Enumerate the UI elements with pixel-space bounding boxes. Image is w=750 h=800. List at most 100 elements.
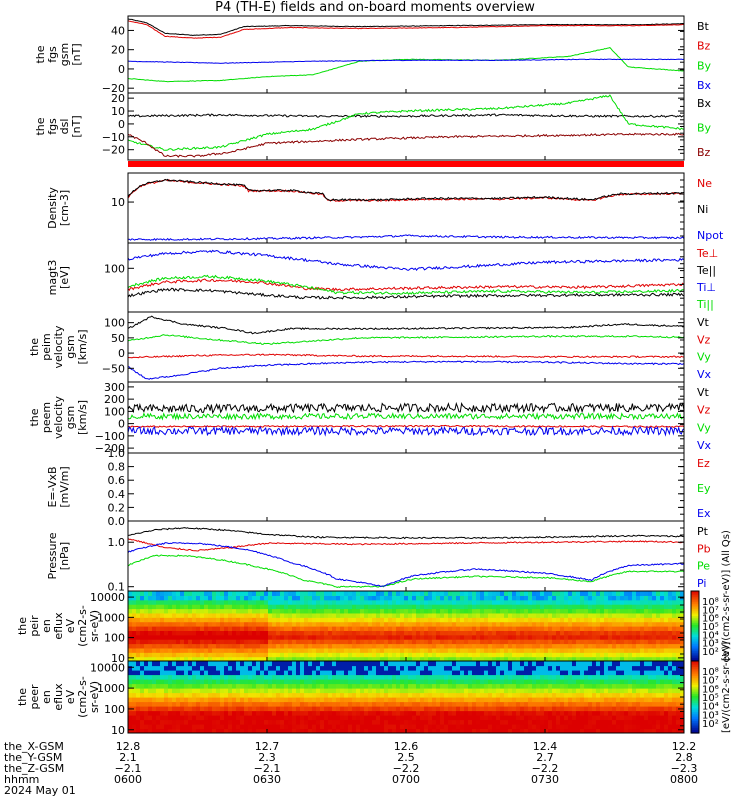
- series-line-Npot: [128, 234, 684, 241]
- legend-label: Bz: [697, 146, 711, 159]
- x-tick-label: 2.8: [675, 751, 693, 764]
- series-line-Bx: [128, 58, 684, 64]
- panel-frame: [127, 172, 685, 244]
- y-tick-label: 0.1: [108, 581, 126, 594]
- legend-label: Ey: [697, 482, 711, 495]
- series-line-Vy: [128, 334, 684, 345]
- y-axis-label: (cm2-s-: [76, 605, 89, 647]
- x-tick-label: 0730: [531, 773, 559, 786]
- y-axis-label: gsm: [64, 406, 77, 429]
- legend-label: Ni: [697, 203, 708, 216]
- colorbar-tick-label: 10⁵: [702, 622, 719, 633]
- panel-peim-velocity: Vt Vz Vy Vx 100 50 0 −50 the peim velocity gsm [km/s…: [28, 311, 712, 383]
- panel-frame: [127, 92, 685, 161]
- legend-label: By: [697, 59, 712, 72]
- legend-label: Vt: [697, 316, 710, 329]
- y-axis-label: the: [34, 117, 47, 135]
- x-tick-label: 12.7: [255, 740, 280, 753]
- legend-label: Bx: [697, 79, 712, 92]
- colorbar-tick-label: 10⁸: [702, 597, 719, 608]
- y-tick-label: 10: [111, 652, 125, 665]
- x-tick-label: 12.6: [394, 740, 419, 753]
- series-line-Ti⊥: [128, 249, 684, 272]
- y-tick-label: 100: [104, 262, 125, 275]
- legend-label: Ex: [697, 507, 711, 520]
- series-line-Vz: [128, 353, 684, 359]
- legend-label: Bz: [697, 40, 711, 53]
- y-tick-label: 0.0: [108, 515, 126, 528]
- series-line-Pi: [128, 542, 684, 588]
- x-tick-label: 12.8: [116, 740, 141, 753]
- legend-label: Ti⊥: [696, 281, 716, 294]
- y-axis-label: sr-eV): [88, 681, 101, 713]
- y-axis-label: [eV]: [58, 266, 71, 289]
- legend-label: Pe: [697, 560, 710, 573]
- y-axis-label: [nT]: [70, 115, 83, 137]
- colorbar-label: [eV/(cm2-s-sr-eV)]: [721, 642, 732, 733]
- y-tick-label: 1.0: [108, 536, 126, 549]
- colorbar-tick-label: 10³: [702, 710, 719, 721]
- y-axis-label: eV: [64, 689, 77, 704]
- x-tick-label: 2.5: [397, 751, 415, 764]
- legend-label: Vz: [697, 333, 711, 346]
- y-tick-label: 0.2: [108, 501, 126, 514]
- y-axis-label: eflux: [52, 612, 65, 640]
- y-axis-label: Density: [46, 187, 59, 229]
- y-axis-label: velocity: [52, 396, 65, 439]
- y-axis-label: dsl: [58, 119, 71, 135]
- colorbar-tick-label: 10⁵: [702, 693, 719, 704]
- x-tick-label: 0700: [392, 773, 420, 786]
- x-axis-row-label: hhmm: [4, 773, 39, 786]
- colorbar-tick-label: 10²: [702, 647, 719, 658]
- y-tick-label: 50: [111, 332, 125, 345]
- y-tick-label: 100: [104, 317, 125, 330]
- series-line-Vx: [128, 360, 684, 380]
- legend-label: Ti||: [696, 298, 714, 311]
- series-line-Pb: [128, 538, 684, 552]
- legend-label: Bt: [697, 20, 710, 33]
- panel-frame: [127, 15, 685, 94]
- x-axis-row-label: the_X-GSM: [4, 740, 64, 753]
- x-tick-label: −2.1: [254, 762, 281, 775]
- y-tick-label: 0: [118, 63, 125, 76]
- series-line-Vx: [128, 425, 684, 437]
- y-tick-label: 0: [118, 118, 125, 131]
- y-axis-label: [km/s]: [76, 400, 89, 435]
- y-axis-label: eflux: [52, 683, 65, 711]
- y-tick-label: 0.8: [108, 461, 126, 474]
- legend-label: Te⊥: [696, 247, 718, 260]
- y-axis-label: [cm-3]: [58, 190, 71, 226]
- y-axis-label: [km/s]: [76, 329, 89, 364]
- legend-label: Pb: [697, 542, 711, 555]
- y-tick-label: 10: [111, 196, 125, 209]
- legend-label: Pt: [697, 525, 709, 538]
- y-axis-label: [nPa]: [58, 542, 71, 570]
- y-axis-label: fgs: [46, 118, 59, 135]
- series-line-Bt: [128, 18, 684, 37]
- y-axis-label: peim: [40, 333, 53, 361]
- y-tick-label: −10: [102, 131, 125, 144]
- series-line-Te||: [128, 287, 684, 300]
- y-axis-label: peer: [28, 684, 41, 710]
- colorbar-tick-label: 10²: [702, 719, 719, 730]
- colorbar-tick-label: 10⁴: [702, 702, 719, 713]
- panel-density: Ne Ni Npot 10 Density [cm-3]: [46, 172, 724, 244]
- y-tick-label: 1.0: [108, 447, 126, 460]
- y-axis-label: Pressure: [46, 532, 59, 579]
- x-axis-row-label: the_Y-GSM: [4, 751, 62, 764]
- legend-label: Vx: [697, 439, 712, 452]
- x-tick-label: 0600: [114, 773, 142, 786]
- y-axis-label: peir: [28, 615, 41, 637]
- y-axis-label: en: [40, 619, 53, 633]
- series-line-Pt: [128, 527, 684, 540]
- series-line-Bz: [128, 132, 684, 158]
- y-tick-label: 1000: [97, 682, 125, 695]
- colorbar-tick-label: 10⁷: [702, 605, 719, 616]
- y-tick-label: −100: [95, 430, 125, 443]
- x-tick-label: 12.4: [533, 740, 558, 753]
- y-axis-label: sr-eV): [88, 610, 101, 642]
- series-line-Te⊥: [128, 278, 684, 292]
- y-tick-label: 0: [118, 347, 125, 360]
